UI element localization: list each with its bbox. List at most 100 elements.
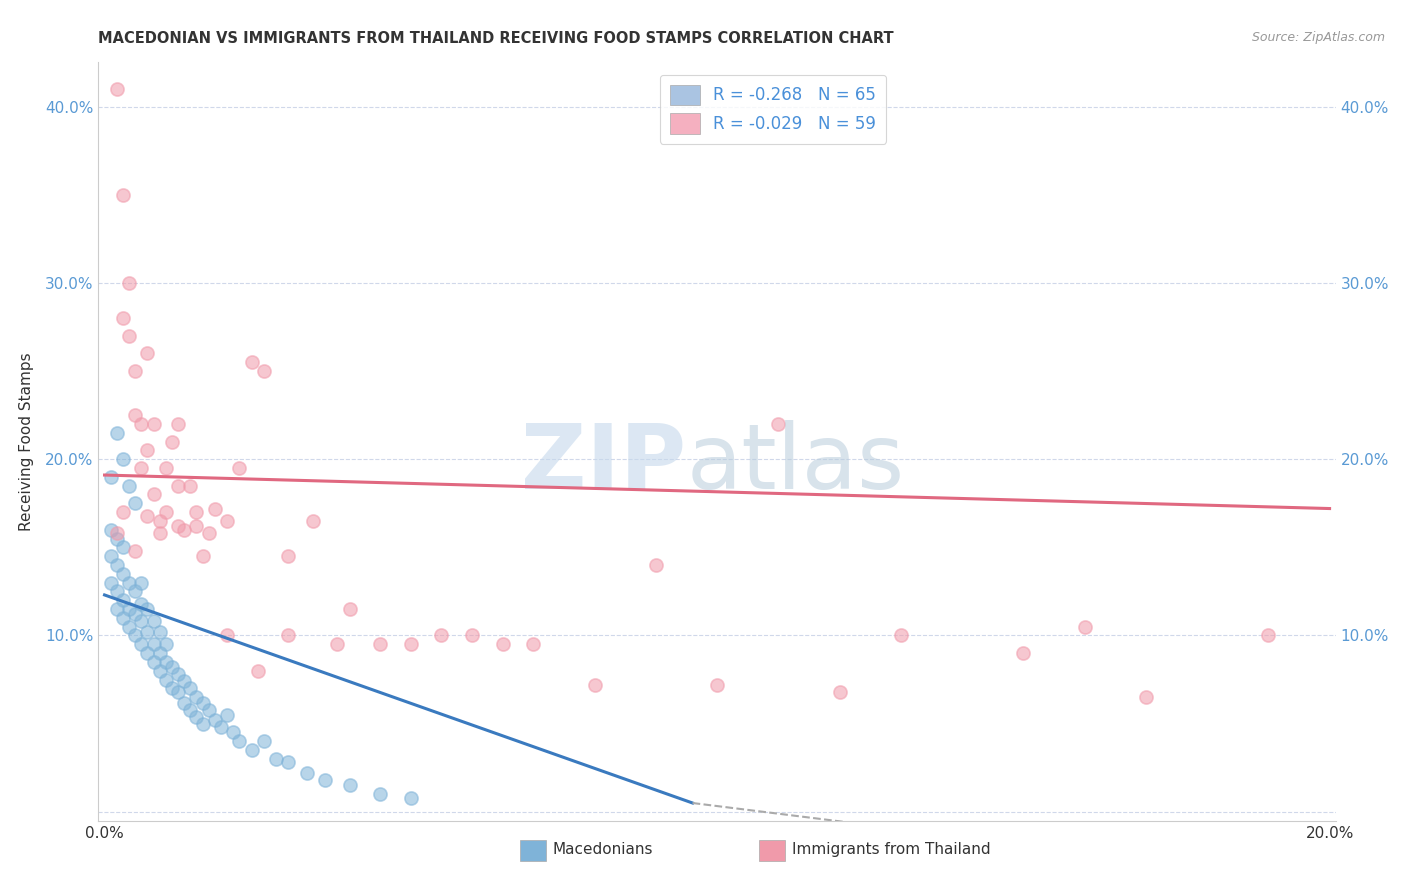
Point: [149, 624, 172, 639]
Point: [186, 709, 208, 723]
Point: [167, 685, 190, 699]
Point: [129, 637, 152, 651]
Point: [142, 655, 165, 669]
Point: [204, 713, 226, 727]
Point: [167, 478, 190, 492]
Point: [173, 696, 195, 710]
Point: [105, 532, 128, 546]
Point: [118, 276, 141, 290]
Point: [314, 773, 336, 788]
Point: [890, 628, 912, 642]
Point: [191, 549, 214, 563]
Point: [129, 597, 152, 611]
Point: [100, 523, 122, 537]
Point: [142, 417, 165, 431]
Point: [301, 514, 323, 528]
Point: [295, 766, 318, 780]
Point: [142, 637, 165, 651]
Point: [124, 584, 146, 599]
Point: [522, 637, 544, 651]
Point: [191, 716, 214, 731]
Point: [173, 674, 195, 689]
Point: [173, 523, 195, 537]
Point: [160, 434, 183, 449]
Text: ZIP: ZIP: [522, 420, 686, 508]
Point: [111, 311, 134, 326]
Point: [186, 690, 208, 705]
Point: [136, 646, 159, 660]
Point: [149, 646, 172, 660]
Point: [277, 756, 299, 770]
Text: Macedonians: Macedonians: [553, 842, 652, 856]
Y-axis label: Receiving Food Stamps: Receiving Food Stamps: [18, 352, 34, 531]
Point: [142, 487, 165, 501]
Point: [179, 681, 201, 696]
Point: [264, 752, 287, 766]
Point: [461, 628, 484, 642]
Text: atlas: atlas: [686, 420, 904, 508]
Point: [124, 496, 146, 510]
Point: [368, 637, 391, 651]
Point: [277, 549, 299, 563]
Point: [136, 508, 159, 523]
Point: [136, 346, 159, 360]
Point: [204, 501, 226, 516]
Point: [167, 417, 190, 431]
Point: [1257, 628, 1279, 642]
Point: [129, 461, 152, 475]
Point: [100, 549, 122, 563]
Point: [209, 720, 232, 734]
Point: [368, 787, 391, 801]
Point: [155, 461, 177, 475]
Point: [644, 558, 666, 572]
Point: [277, 628, 299, 642]
Point: [142, 615, 165, 629]
Point: [124, 544, 146, 558]
Point: [179, 478, 201, 492]
Point: [149, 526, 172, 541]
Text: MACEDONIAN VS IMMIGRANTS FROM THAILAND RECEIVING FOOD STAMPS CORRELATION CHART: MACEDONIAN VS IMMIGRANTS FROM THAILAND R…: [98, 31, 894, 46]
Point: [149, 664, 172, 678]
Point: [492, 637, 515, 651]
Point: [100, 575, 122, 590]
Point: [706, 678, 728, 692]
Point: [160, 660, 183, 674]
Text: Immigrants from Thailand: Immigrants from Thailand: [792, 842, 990, 856]
Point: [129, 615, 152, 629]
Point: [228, 734, 250, 748]
Point: [186, 505, 208, 519]
Point: [326, 637, 349, 651]
Point: [105, 526, 128, 541]
Point: [136, 624, 159, 639]
Point: [111, 593, 134, 607]
Point: [253, 364, 276, 378]
Point: [222, 725, 245, 739]
Point: [111, 452, 134, 467]
Point: [1012, 646, 1035, 660]
Point: [149, 514, 172, 528]
Point: [111, 611, 134, 625]
Point: [118, 478, 141, 492]
Point: [828, 685, 851, 699]
Point: [167, 667, 190, 681]
Point: [155, 637, 177, 651]
Point: [228, 461, 250, 475]
Point: [768, 417, 790, 431]
Point: [215, 514, 238, 528]
Point: [240, 743, 263, 757]
Point: [105, 82, 128, 96]
Text: Source: ZipAtlas.com: Source: ZipAtlas.com: [1251, 31, 1385, 45]
Point: [583, 678, 606, 692]
Point: [136, 602, 159, 616]
Point: [111, 566, 134, 581]
Point: [197, 702, 219, 716]
Point: [215, 628, 238, 642]
Point: [111, 541, 134, 555]
Point: [105, 425, 128, 440]
Point: [105, 558, 128, 572]
Point: [197, 526, 219, 541]
Point: [1135, 690, 1157, 705]
Point: [111, 505, 134, 519]
Point: [399, 637, 422, 651]
Point: [186, 519, 208, 533]
